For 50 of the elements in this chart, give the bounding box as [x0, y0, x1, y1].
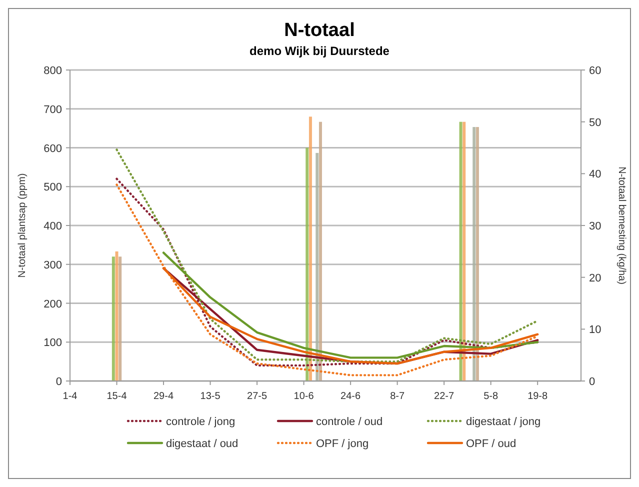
line-series — [116, 148, 539, 363]
x-tick-label: 22-7 — [434, 391, 455, 402]
bar — [462, 122, 466, 381]
x-tick-label: 5-8 — [484, 391, 498, 402]
x-tick-label: 8-7 — [390, 391, 405, 402]
legend-label: digestaat / jong — [466, 416, 541, 428]
legend-label: controle / jong — [166, 416, 236, 428]
bar — [316, 152, 319, 381]
y-tick-label: 200 — [44, 298, 62, 310]
x-tick-label: 15-4 — [106, 391, 128, 402]
x-tick-label: 27-5 — [247, 391, 268, 402]
bar — [476, 127, 479, 381]
chart-title: N-totaal — [284, 20, 355, 41]
y-tick-label: 500 — [44, 182, 62, 194]
x-tick-label: 10-6 — [294, 391, 314, 402]
y-tick-label: 300 — [44, 259, 62, 272]
bar — [306, 148, 309, 381]
legend-label: digestaat / oud — [166, 438, 238, 450]
x-tick-label: 29-4 — [154, 391, 174, 402]
y-tick-label: 800 — [44, 65, 62, 77]
legend-label: OPF / jong — [316, 438, 369, 450]
legend-label: OPF / oud — [466, 438, 516, 450]
bar — [318, 122, 322, 381]
chart-subtitle: demo Wijk bij Duurstede — [250, 44, 390, 58]
bar — [308, 116, 312, 381]
y-tick-label: 700 — [44, 104, 62, 116]
y2-tick-label: 30 — [589, 220, 602, 232]
bar — [459, 122, 462, 381]
y2-tick-label: 50 — [589, 116, 602, 129]
x-tick-label: 13-5 — [200, 391, 221, 402]
x-tick-label: 19-8 — [528, 391, 548, 402]
y-axis-title: N-totaal plantsap (ppm) — [17, 173, 28, 278]
y2-axis-title: N-totaal bemesting (kg/ha) — [616, 166, 627, 284]
x-tick-label: 1-4 — [62, 391, 78, 402]
y2-tick-label: 20 — [589, 272, 602, 284]
y-tick-label: 600 — [44, 142, 62, 155]
bar — [118, 256, 122, 381]
line-series — [162, 252, 539, 359]
y2-tick-label: 60 — [589, 65, 602, 77]
bar — [112, 256, 115, 381]
y-tick-label: 100 — [44, 337, 62, 350]
y-tick-label: 400 — [44, 220, 62, 232]
bar — [115, 251, 118, 381]
y2-tick-label: 0 — [589, 376, 596, 388]
legend-label: controle / oud — [316, 416, 383, 428]
bar — [472, 127, 476, 381]
y2-tick-label: 10 — [589, 324, 602, 336]
y-tick-label: 0 — [56, 376, 62, 388]
y2-tick-label: 40 — [589, 168, 602, 181]
x-tick-label: 24-6 — [340, 391, 361, 402]
